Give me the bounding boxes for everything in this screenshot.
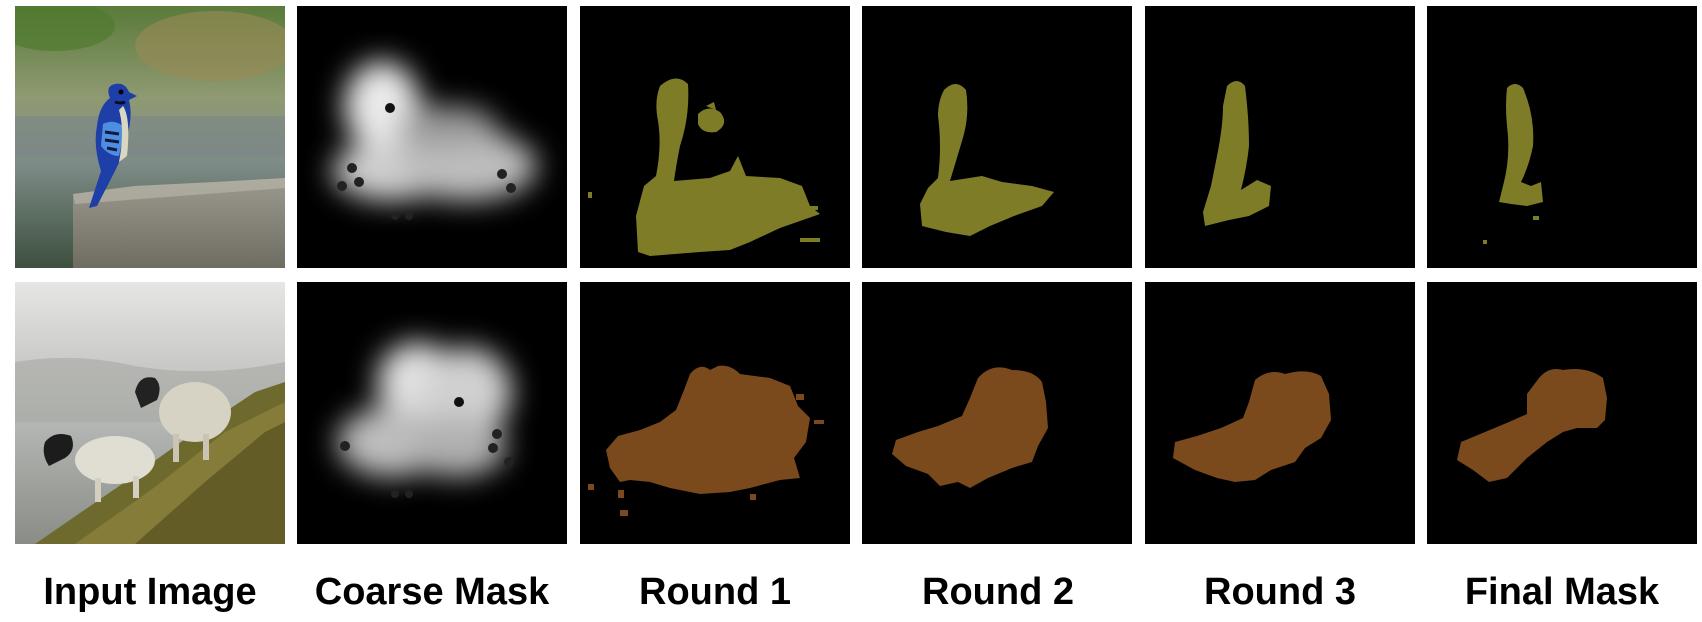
label-round-1: Round 1 <box>639 571 791 613</box>
round1-mask-bird <box>580 6 850 268</box>
coarse-mask-bird <box>297 6 567 268</box>
label-round-3: Round 3 <box>1204 571 1356 613</box>
final-mask-bird <box>1427 6 1697 268</box>
round3-mask-sheep <box>1145 282 1415 544</box>
label-round-2: Round 2 <box>922 571 1074 613</box>
input-image-sheep <box>15 282 285 544</box>
final-mask-sheep <box>1427 282 1697 544</box>
input-image-bird <box>15 6 285 268</box>
round3-mask-bird <box>1145 6 1415 268</box>
round2-mask-sheep <box>862 282 1132 544</box>
round1-mask-sheep <box>580 282 850 544</box>
label-final-mask: Final Mask <box>1464 571 1660 613</box>
label-coarse-mask: Coarse Mask <box>314 571 550 613</box>
coarse-mask-sheep <box>297 282 567 544</box>
round2-mask-bird <box>862 6 1132 268</box>
label-input-image: Input Image <box>43 571 257 613</box>
